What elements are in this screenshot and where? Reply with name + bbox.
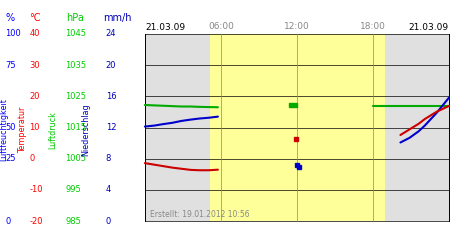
Text: 100: 100 (5, 29, 21, 38)
Text: Luftdruck: Luftdruck (49, 111, 58, 149)
Text: 8: 8 (106, 154, 111, 163)
Bar (0, 0, 145, 250)
Bar (145, 34, 449, 221)
Text: 0: 0 (106, 217, 111, 226)
Text: 1035: 1035 (65, 60, 86, 70)
Text: 0: 0 (5, 217, 11, 226)
Text: 18:00: 18:00 (360, 22, 386, 31)
Text: 10: 10 (29, 123, 40, 132)
Text: 4: 4 (106, 186, 111, 194)
Text: 21.03.09: 21.03.09 (146, 24, 186, 32)
Text: Erstellt: 19.01.2012 10:56: Erstellt: 19.01.2012 10:56 (150, 210, 249, 219)
Text: mm/h: mm/h (104, 12, 132, 22)
Text: Niederschlag: Niederschlag (81, 104, 90, 156)
Text: 25: 25 (5, 154, 16, 163)
Text: °C: °C (29, 12, 41, 22)
Text: 06:00: 06:00 (208, 22, 234, 31)
Text: 1015: 1015 (65, 123, 86, 132)
Text: 20: 20 (106, 60, 116, 70)
Text: %: % (5, 12, 14, 22)
Text: 1045: 1045 (65, 29, 86, 38)
Text: 995: 995 (65, 186, 81, 194)
Text: Temperatur: Temperatur (18, 107, 27, 153)
Text: Luftfeuchtigkeit: Luftfeuchtigkeit (0, 98, 8, 162)
Text: hPa: hPa (67, 12, 85, 22)
Text: 30: 30 (29, 60, 40, 70)
Text: 50: 50 (5, 123, 16, 132)
Text: 20: 20 (29, 92, 40, 101)
Text: 12: 12 (106, 123, 116, 132)
Text: 1005: 1005 (65, 154, 86, 163)
Text: -10: -10 (29, 186, 43, 194)
Text: 985: 985 (65, 217, 81, 226)
Text: -20: -20 (29, 217, 43, 226)
Text: 40: 40 (29, 29, 40, 38)
Text: 1025: 1025 (65, 92, 86, 101)
Text: 21.03.09: 21.03.09 (408, 24, 448, 32)
Text: 12:00: 12:00 (284, 22, 310, 31)
Text: 16: 16 (106, 92, 117, 101)
Text: 24: 24 (106, 29, 116, 38)
Bar (210, 34, 385, 221)
Text: 0: 0 (29, 154, 35, 163)
Text: 75: 75 (5, 60, 16, 70)
